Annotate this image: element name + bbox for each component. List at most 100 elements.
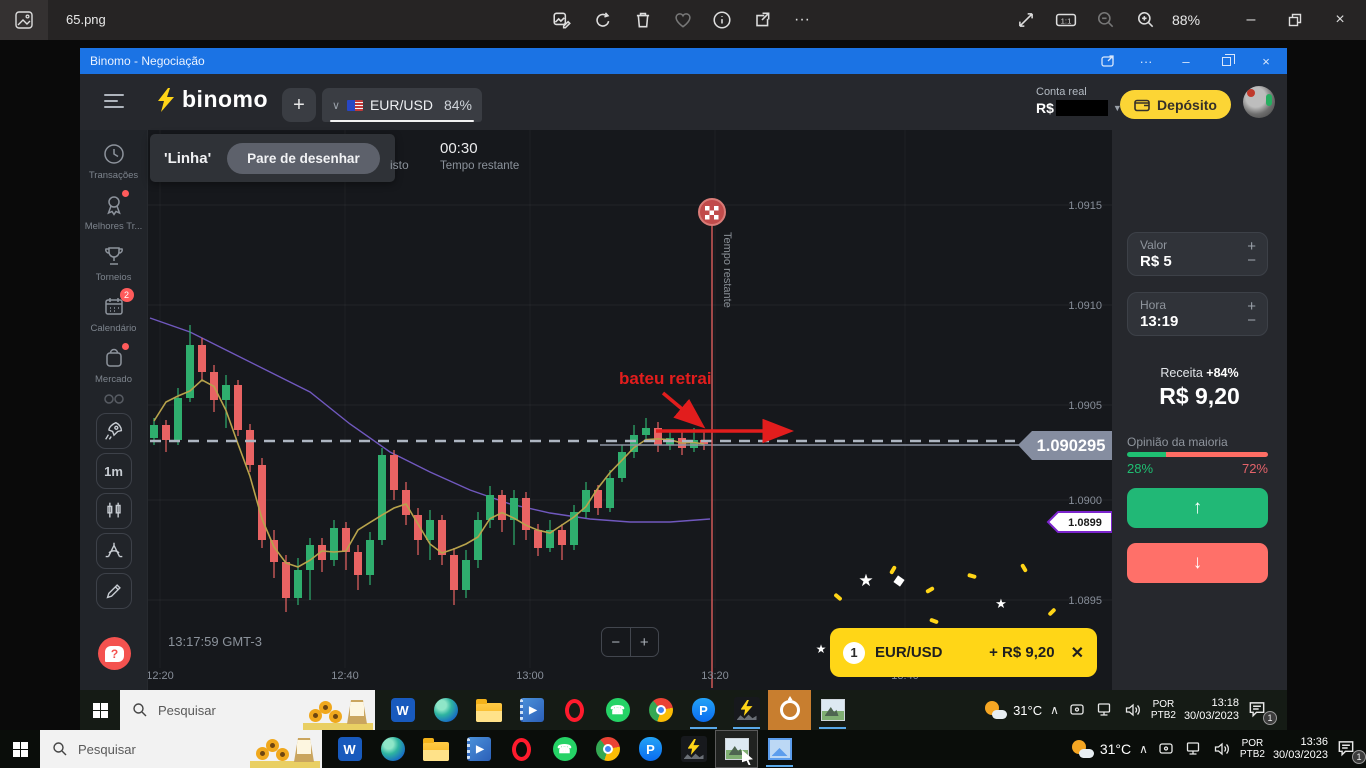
opera-icon[interactable] bbox=[553, 690, 596, 730]
more-icon[interactable] bbox=[80, 393, 147, 405]
start-button[interactable] bbox=[80, 690, 120, 730]
deposit-button[interactable]: Depósito bbox=[1120, 90, 1231, 119]
chart-type-tool[interactable] bbox=[95, 493, 132, 529]
chrome-icon[interactable] bbox=[639, 690, 682, 730]
svg-text:12:20: 12:20 bbox=[148, 670, 174, 682]
chrome-icon[interactable] bbox=[586, 730, 629, 768]
amount-increase-button[interactable]: + bbox=[1247, 238, 1256, 255]
notification-center-icon[interactable]: 1 bbox=[1247, 699, 1277, 725]
put-down-button[interactable]: ↓ bbox=[1127, 543, 1268, 583]
weather-widget[interactable]: 31°C bbox=[985, 701, 1042, 719]
movies-tv-icon[interactable]: ▶ bbox=[510, 690, 553, 730]
time-increase-button[interactable]: + bbox=[1247, 298, 1256, 315]
binomo-app-icon[interactable] bbox=[725, 690, 768, 730]
fit-to-window-icon[interactable] bbox=[1014, 8, 1038, 32]
info-icon[interactable] bbox=[710, 8, 734, 32]
amount-field[interactable]: Valor R$ 5 + − bbox=[1127, 232, 1268, 276]
word-icon[interactable]: W bbox=[381, 690, 424, 730]
binomo-app-icon[interactable] bbox=[672, 730, 715, 768]
sidebar-item-transa-es[interactable]: Transações bbox=[80, 141, 147, 181]
binomo-close-icon[interactable]: × bbox=[1262, 53, 1270, 69]
language-indicator[interactable]: POR PTB2 bbox=[1239, 738, 1265, 760]
majority-opinion-bar bbox=[1127, 452, 1268, 457]
opinion-down-pct: 72% bbox=[1241, 461, 1268, 476]
favorite-icon[interactable] bbox=[671, 8, 695, 32]
delete-icon[interactable] bbox=[631, 8, 655, 32]
clock-date[interactable]: 13:18 30/03/2023 bbox=[1183, 697, 1239, 722]
toast-close-icon[interactable]: ✕ bbox=[1070, 644, 1084, 662]
zoom-level: 88% bbox=[1172, 12, 1201, 28]
start-button[interactable] bbox=[0, 730, 40, 768]
network-icon[interactable] bbox=[1184, 739, 1204, 759]
share-icon[interactable] bbox=[750, 8, 774, 32]
zoom-in-icon[interactable] bbox=[1134, 8, 1158, 32]
restore-window-icon[interactable] bbox=[1283, 8, 1307, 32]
more-options-icon[interactable]: ··· bbox=[794, 11, 810, 28]
chart-zoom-in-button[interactable]: + bbox=[639, 633, 649, 651]
os-taskbar: Pesquisar W ▶ ☎ P 31°C ∧ POR PTB2 13:36 30/03… bbox=[0, 730, 1366, 768]
taskbar-search[interactable]: Pesquisar bbox=[120, 690, 375, 730]
tray-expand-icon[interactable]: ∧ bbox=[1050, 703, 1059, 717]
drawing-tool[interactable] bbox=[95, 573, 132, 609]
close-window-icon[interactable]: × bbox=[1335, 11, 1345, 28]
binomo-window-title: Binomo - Negociação bbox=[90, 54, 205, 68]
meet-now-icon[interactable] bbox=[1156, 739, 1176, 759]
volume-icon[interactable] bbox=[1123, 700, 1143, 720]
file-explorer-icon[interactable] bbox=[467, 690, 510, 730]
image-file-2-icon[interactable] bbox=[758, 730, 801, 768]
account-switcher[interactable]: Conta real R$ ▼ bbox=[1036, 86, 1126, 116]
price-chart[interactable]: Tempo restante 1.0915 1.0910 1.0905 1.0900 1.… bbox=[148, 130, 1112, 690]
countdown-block: 00:30 Tempo restante bbox=[440, 140, 519, 172]
window-menu-icon[interactable]: ··· bbox=[1139, 53, 1153, 69]
network-icon[interactable] bbox=[1095, 700, 1115, 720]
tray-expand-icon[interactable]: ∧ bbox=[1139, 742, 1148, 756]
volume-icon[interactable] bbox=[1212, 739, 1232, 759]
edge-icon[interactable] bbox=[424, 690, 467, 730]
sidebar-item-torneios[interactable]: Torneios bbox=[80, 243, 147, 283]
edge-icon[interactable] bbox=[371, 730, 414, 768]
time-decrease-button[interactable]: − bbox=[1247, 312, 1256, 329]
p-app-icon[interactable]: P bbox=[682, 690, 725, 730]
image-viewer-icon[interactable] bbox=[811, 690, 854, 730]
timeframe-tool[interactable]: 1m bbox=[95, 453, 132, 489]
movies-tv-icon[interactable]: ▶ bbox=[457, 730, 500, 768]
sidebar-item-calend-rio[interactable]: 2 Calendário bbox=[90, 288, 137, 334]
trade-result-toast: 1 EUR/USD + R$ 9,20 ✕ bbox=[830, 628, 1097, 677]
chart-zoom-out-button[interactable]: − bbox=[602, 628, 631, 656]
binomo-minimize-icon[interactable]: – bbox=[1182, 53, 1190, 69]
sidebar-item-melhores-tr[interactable]: Melhores Tr... bbox=[80, 190, 147, 232]
add-asset-button[interactable]: + bbox=[282, 88, 316, 122]
language-indicator[interactable]: POR PTB2 bbox=[1150, 699, 1176, 721]
menu-hamburger-icon[interactable] bbox=[104, 94, 124, 108]
actual-size-icon[interactable]: 1:1 bbox=[1054, 8, 1078, 32]
image-file-icon[interactable] bbox=[715, 730, 758, 768]
indicators-tool[interactable] bbox=[95, 533, 132, 569]
focused-app-icon[interactable] bbox=[768, 690, 811, 730]
minimize-window-icon[interactable]: – bbox=[1246, 11, 1256, 28]
weather-widget[interactable]: 31°C bbox=[1071, 740, 1131, 758]
sidebar-item-mercado[interactable]: Mercado bbox=[80, 343, 147, 385]
open-in-browser-icon[interactable] bbox=[1093, 50, 1123, 72]
stop-drawing-button[interactable]: Pare de desenhar bbox=[227, 142, 380, 174]
p-app-icon[interactable]: P bbox=[629, 730, 672, 768]
whatsapp-icon[interactable]: ☎ bbox=[543, 730, 586, 768]
meet-now-icon[interactable] bbox=[1067, 700, 1087, 720]
zoom-out-icon[interactable] bbox=[1094, 8, 1118, 32]
word-icon[interactable]: W bbox=[328, 730, 371, 768]
file-explorer-icon[interactable] bbox=[414, 730, 457, 768]
avatar[interactable] bbox=[1243, 86, 1275, 118]
time-field[interactable]: Hora 13:19 + − bbox=[1127, 292, 1268, 336]
rotate-icon[interactable] bbox=[591, 8, 615, 32]
whatsapp-icon[interactable]: ☎ bbox=[596, 690, 639, 730]
notification-center-icon[interactable]: 1 bbox=[1336, 738, 1366, 764]
binomo-restore-icon[interactable] bbox=[1211, 50, 1241, 72]
amount-decrease-button[interactable]: − bbox=[1247, 252, 1256, 269]
support-button[interactable]: ? bbox=[98, 637, 131, 670]
call-up-button[interactable]: ↑ bbox=[1127, 488, 1268, 528]
strategies-tool[interactable] bbox=[95, 413, 132, 449]
taskbar-search[interactable]: Pesquisar bbox=[40, 730, 322, 768]
clock-date[interactable]: 13:36 30/03/2023 bbox=[1272, 736, 1328, 761]
opera-icon[interactable] bbox=[500, 730, 543, 768]
asset-selector[interactable]: ∨ EUR/USD 84% bbox=[322, 88, 482, 122]
edit-image-icon[interactable] bbox=[550, 8, 574, 32]
